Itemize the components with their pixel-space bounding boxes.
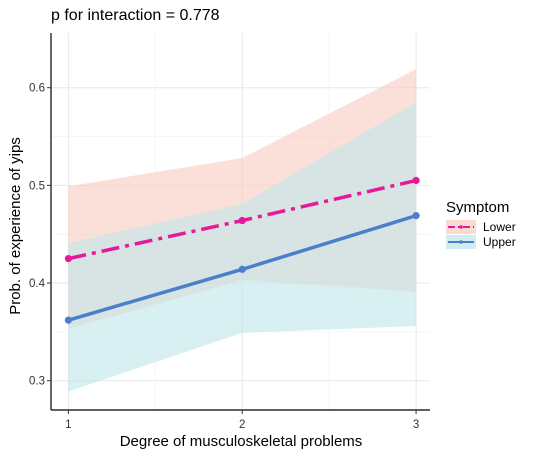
y-tick-label: 0.4 [29, 278, 46, 290]
data-point-upper [412, 212, 420, 220]
y-tick-label: 0.3 [29, 376, 45, 388]
y-axis-ticks: 0.3 0.4 0.5 0.6 [29, 83, 51, 388]
legend-title: Symptom [446, 199, 509, 216]
x-tick-label: 1 [65, 419, 71, 431]
y-axis-title: Prob. of experience of yips [7, 137, 24, 315]
confidence-band-upper [68, 102, 417, 392]
data-point-lower [64, 255, 72, 263]
x-tick-label: 2 [239, 419, 245, 431]
y-tick-label: 0.5 [29, 180, 45, 192]
legend-label-upper: Upper [483, 235, 516, 249]
x-axis-title: Degree of musculoskeletal problems [120, 433, 363, 450]
x-axis-ticks: 1 2 3 [65, 410, 419, 431]
data-point-upper [238, 265, 246, 273]
data-point-lower [238, 216, 246, 225]
y-tick-label: 0.6 [29, 83, 45, 95]
chart-title: p for interaction = 0.778 [51, 7, 220, 24]
data-point-lower [412, 176, 420, 185]
legend-key-point-upper [459, 240, 463, 244]
data-point-upper [64, 316, 72, 324]
legend-key-point-lower [459, 225, 463, 229]
legend-label-lower: Lower [483, 220, 516, 234]
x-tick-label: 3 [413, 419, 419, 431]
series-points [64, 176, 420, 324]
confidence-bands [68, 69, 417, 392]
